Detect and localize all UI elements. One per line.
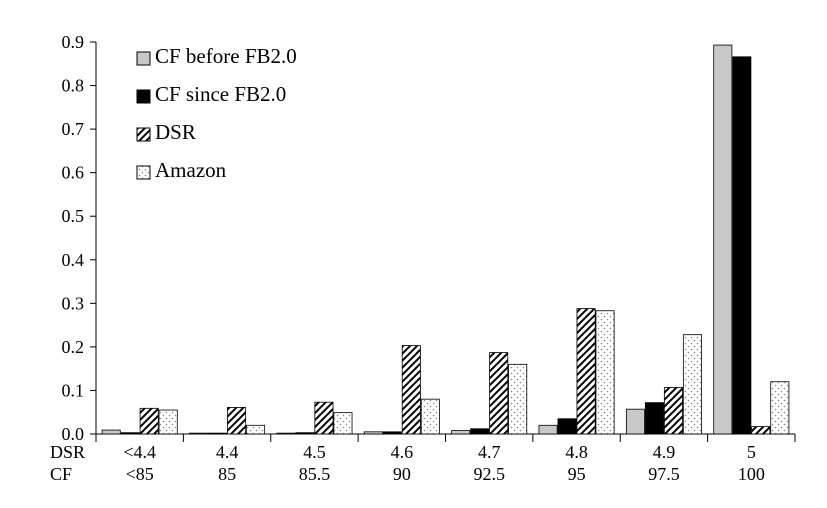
bar-cf-since-fb2-0-6 bbox=[644, 402, 664, 435]
bar-cf-since-fb2-0-3 bbox=[382, 431, 402, 435]
legend-label: DSR bbox=[155, 120, 196, 144]
bar-cf-before-fb2-0-6 bbox=[625, 408, 645, 435]
y-tick-label: 0.3 bbox=[62, 293, 85, 313]
bar-dsr-1 bbox=[227, 407, 247, 435]
legend-label: CF since FB2.0 bbox=[155, 82, 286, 106]
x-tick-label-dsr: 4.6 bbox=[391, 442, 414, 462]
category-labels: DSRCF<4.4<854.4854.585.54.6904.792.54.89… bbox=[50, 442, 765, 484]
legend-label: Amazon bbox=[155, 158, 227, 182]
x-tick-label-cf: 90 bbox=[393, 464, 411, 484]
bar-cf-before-fb2-0-5 bbox=[538, 424, 558, 435]
bar-cf-since-fb2-0-0 bbox=[120, 432, 140, 435]
bar-cf-since-fb2-0-2 bbox=[295, 432, 315, 435]
x-tick-label-dsr: 5 bbox=[747, 442, 756, 462]
bar-cf-before-fb2-0-3 bbox=[363, 431, 383, 435]
bar-amazon-3 bbox=[420, 398, 440, 435]
x-tick-label-cf: <85 bbox=[126, 464, 154, 484]
bars bbox=[101, 44, 790, 435]
bar-dsr-2 bbox=[314, 401, 334, 435]
row-label-dsr: DSR bbox=[50, 442, 85, 462]
bar-amazon-6 bbox=[682, 334, 702, 435]
bar-cf-since-fb2-0-1 bbox=[208, 432, 228, 435]
y-tick-label: 0.7 bbox=[62, 119, 85, 139]
bar-cf-before-fb2-0-0 bbox=[101, 429, 121, 435]
legend-swatch-cf-since-fb2-0 bbox=[136, 89, 151, 104]
y-tick-label: 0.9 bbox=[62, 32, 85, 52]
bar-cf-since-fb2-0-4 bbox=[470, 428, 490, 435]
x-tick-label-cf: 95 bbox=[568, 464, 586, 484]
bar-dsr-6 bbox=[663, 386, 683, 435]
bar-dsr-7 bbox=[751, 426, 771, 435]
x-tick-label-dsr: <4.4 bbox=[123, 442, 156, 462]
x-tick-label-cf: 100 bbox=[738, 464, 765, 484]
bar-dsr-3 bbox=[401, 345, 421, 435]
bar-cf-before-fb2-0-7 bbox=[713, 44, 733, 435]
legend: CF before FB2.0 CF since FB2.0 DSR Amazon bbox=[136, 44, 297, 182]
x-tick-label-cf: 97.5 bbox=[648, 464, 680, 484]
y-tick-label: 0.4 bbox=[62, 250, 85, 270]
bar-amazon-2 bbox=[333, 412, 353, 435]
legend-swatch-dsr bbox=[136, 127, 151, 142]
x-tick-label-cf: 92.5 bbox=[473, 464, 505, 484]
row-label-cf: CF bbox=[50, 464, 72, 484]
bar-amazon-0 bbox=[158, 409, 178, 435]
bar-amazon-5 bbox=[595, 310, 615, 435]
legend-swatch-amazon bbox=[136, 165, 151, 180]
y-tick-label: 0.1 bbox=[62, 380, 85, 400]
x-tick-label-dsr: 4.7 bbox=[478, 442, 501, 462]
bar-dsr-5 bbox=[576, 308, 596, 435]
bar-amazon-4 bbox=[508, 363, 528, 435]
bar-cf-before-fb2-0-1 bbox=[189, 432, 209, 435]
x-tick-label-dsr: 4.5 bbox=[303, 442, 326, 462]
x-tick-label-cf: 85.5 bbox=[299, 464, 331, 484]
x-tick-label-dsr: 4.9 bbox=[653, 442, 676, 462]
x-tick-label-dsr: 4.8 bbox=[565, 442, 588, 462]
bar-dsr-0 bbox=[139, 407, 159, 435]
bar-amazon-1 bbox=[246, 424, 266, 435]
y-tick-label: 0.2 bbox=[62, 337, 85, 357]
bar-dsr-4 bbox=[489, 352, 509, 435]
bar-cf-before-fb2-0-4 bbox=[451, 430, 471, 435]
x-tick-label-dsr: 4.4 bbox=[216, 442, 239, 462]
bar-cf-before-fb2-0-2 bbox=[276, 432, 296, 435]
bar-cf-since-fb2-0-7 bbox=[732, 56, 752, 435]
y-tick-label: 0.5 bbox=[62, 206, 85, 226]
y-tick-label: 0.6 bbox=[62, 163, 85, 183]
bar-cf-since-fb2-0-5 bbox=[557, 418, 577, 435]
legend-swatch-cf-before-fb2-0 bbox=[136, 51, 151, 66]
legend-label: CF before FB2.0 bbox=[155, 44, 297, 68]
bar-amazon-7 bbox=[770, 381, 790, 435]
y-tick-label: 0.0 bbox=[62, 424, 85, 444]
y-tick-label: 0.8 bbox=[62, 76, 85, 96]
x-tick-label-cf: 85 bbox=[218, 464, 236, 484]
